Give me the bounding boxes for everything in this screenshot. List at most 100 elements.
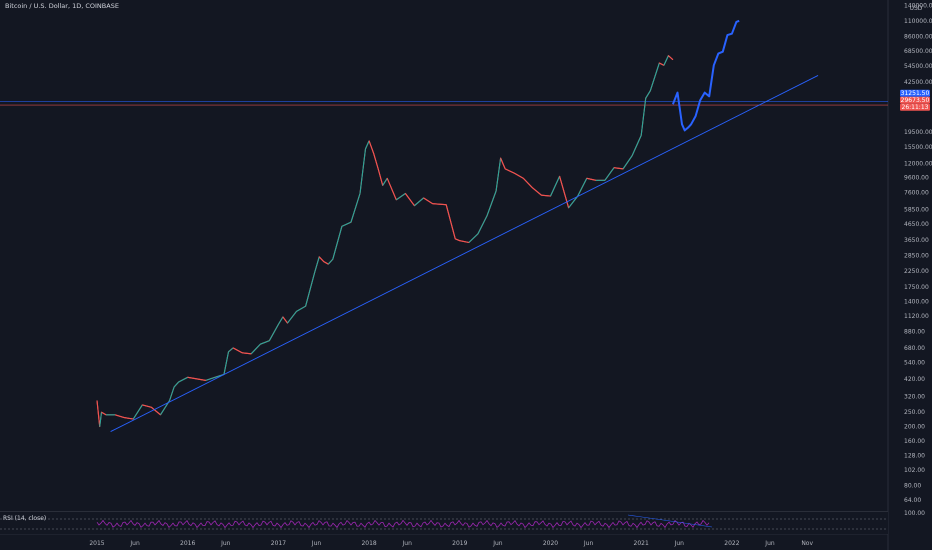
rsi-line — [96, 519, 710, 529]
price-segment — [327, 258, 334, 265]
price-segment — [151, 406, 161, 416]
price-segment — [268, 324, 279, 341]
price-segment — [604, 167, 615, 181]
time-tick-label: 2021 — [634, 540, 649, 547]
price-segment — [96, 400, 101, 427]
price-tick-label: 1750.00 — [904, 284, 929, 291]
price-tick-label: 15500.00 — [904, 144, 932, 151]
price-segment — [468, 233, 479, 243]
price-segment — [613, 167, 624, 170]
time-tick-label: 2020 — [543, 540, 558, 547]
time-tick-label: Jun — [674, 540, 685, 547]
price-segment — [196, 378, 206, 381]
price-segment — [368, 140, 375, 154]
price-tick-label: 200.00 — [904, 424, 925, 431]
price-segment — [586, 177, 596, 181]
price-tick-label: 54500.00 — [904, 63, 932, 70]
time-tick-label: Jun — [583, 540, 594, 547]
price-segment — [277, 316, 284, 325]
price-segment — [459, 240, 469, 244]
price-segment — [423, 197, 433, 205]
price-segment — [314, 256, 320, 273]
price-segment — [631, 135, 642, 156]
rsi-pane[interactable] — [0, 512, 888, 534]
price-segment — [341, 221, 352, 227]
price-segment — [532, 187, 542, 196]
price-tick-label: 19500.00 — [904, 129, 932, 136]
price-segment — [659, 62, 665, 66]
price-segment — [323, 261, 329, 265]
price-tick-label: 540.00 — [904, 360, 925, 367]
time-tick-label: 2015 — [89, 540, 104, 547]
projection-path[interactable] — [671, 19, 740, 132]
price-segment — [414, 197, 424, 207]
price-tick-label: 68500.00 — [904, 48, 932, 55]
price-segment — [373, 153, 379, 170]
price-segment — [541, 194, 551, 197]
rsi-trendline — [627, 514, 713, 528]
price-segment — [395, 193, 406, 201]
price-segment — [382, 177, 388, 186]
price-segment — [663, 55, 669, 66]
price-tick-label: 12000.00 — [904, 160, 932, 167]
rsi-legend[interactable]: RSI (14, close) — [3, 515, 47, 522]
price-tick-label: 80.00 — [904, 482, 921, 489]
symbol-title[interactable]: Bitcoin / U.S. Dollar, 1D, COINBASE — [5, 2, 119, 10]
price-tick-label: 86000.00 — [904, 34, 932, 41]
price-tick-label: 1120.00 — [904, 313, 929, 320]
price-tick-label: 5850.00 — [904, 206, 929, 213]
price-tick-label: 64.00 — [904, 497, 921, 504]
price-tick-label: 680.00 — [904, 345, 925, 352]
price-segment — [500, 157, 506, 170]
price-tick-label: 160.00 — [904, 438, 925, 445]
price-segment — [549, 176, 561, 197]
price-tag — [900, 89, 930, 97]
price-segment — [568, 195, 579, 209]
price-segment — [377, 168, 384, 186]
price-segment — [513, 172, 524, 179]
price-segment — [318, 256, 325, 262]
price-tag-label: 26:11:13 — [902, 104, 929, 111]
price-segment — [169, 386, 175, 401]
price-segment — [622, 155, 633, 170]
price-segment — [178, 376, 188, 383]
price-segment — [668, 55, 674, 61]
price-segment — [250, 343, 261, 355]
price-segment — [142, 404, 152, 408]
time-tick-label: Jun — [402, 540, 413, 547]
price-tick-label: 140000.00 — [904, 2, 932, 9]
price-segment — [432, 203, 447, 206]
price-segment — [455, 238, 460, 242]
plot-area[interactable] — [0, 0, 888, 510]
time-tick-label: 2019 — [452, 540, 467, 547]
price-segment — [477, 215, 488, 235]
time-tick-label: Jun — [311, 540, 322, 547]
currency-label: USD — [910, 5, 923, 12]
price-tick-label: 320.00 — [904, 393, 925, 400]
price-tick-label: 3650.00 — [904, 237, 929, 244]
price-tick-label: 110000.00 — [904, 18, 932, 25]
price-segment — [359, 148, 367, 194]
time-tick-label: 2017 — [271, 540, 286, 547]
price-tick-label: 420.00 — [904, 376, 925, 383]
time-tick-label: Jun — [220, 540, 231, 547]
price-segment — [649, 62, 660, 92]
price-segment — [132, 404, 143, 420]
price-segment — [404, 193, 415, 207]
time-tick-label: Jun — [129, 540, 140, 547]
price-segment — [504, 168, 515, 174]
price-tag-label: 31251.50 — [901, 90, 930, 97]
price-segment — [495, 158, 502, 192]
price-segment — [640, 98, 647, 136]
price-segment — [296, 305, 306, 312]
price-segment — [99, 412, 103, 427]
price-segment — [242, 352, 252, 355]
price-segment — [282, 316, 288, 324]
price-segment — [350, 193, 361, 223]
price-segment — [522, 177, 533, 189]
price-tick-label: 880.00 — [904, 328, 925, 335]
support-trendline[interactable] — [110, 75, 819, 432]
price-segment — [559, 176, 570, 208]
